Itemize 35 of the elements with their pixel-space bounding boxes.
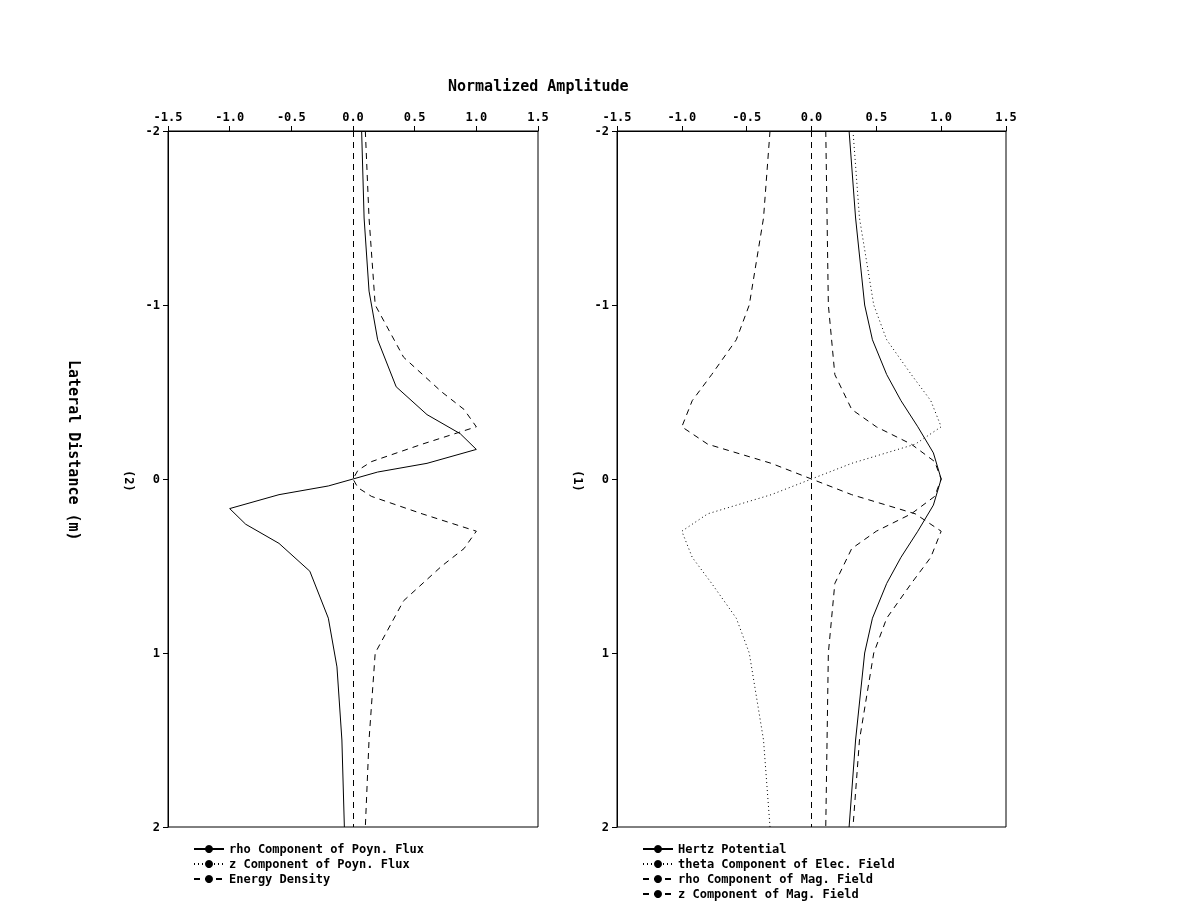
legend-label: theta Component of Elec. Field bbox=[678, 857, 895, 871]
legend-label: rho Component of Mag. Field bbox=[678, 872, 874, 886]
x-tick-label: -0.5 bbox=[732, 110, 762, 124]
y-tick-label: 0 bbox=[601, 472, 609, 486]
x-tick-label: -1.0 bbox=[667, 110, 697, 124]
legend-label: Hertz Potential bbox=[678, 842, 787, 856]
y-tick-label: -1 bbox=[145, 298, 160, 312]
x-tick-label: -1.5 bbox=[153, 110, 183, 124]
x-tick-label: 0.5 bbox=[865, 110, 888, 124]
y-tick-label: -1 bbox=[594, 298, 609, 312]
text: (1) bbox=[571, 470, 585, 492]
legend-label: rho Component of Poyn. Flux bbox=[229, 842, 425, 856]
x-tick-label: -0.5 bbox=[276, 110, 306, 124]
y-tick-label: -2 bbox=[145, 124, 160, 138]
y-axis-title: Lateral Distance (m) bbox=[64, 360, 83, 541]
legend-label: Energy Density bbox=[229, 872, 331, 886]
y-tick-label: 2 bbox=[152, 820, 160, 834]
x-tick-label: 1.5 bbox=[527, 110, 549, 124]
x-tick-label: 1.5 bbox=[995, 110, 1017, 124]
y-tick-label: 1 bbox=[601, 646, 609, 660]
x-tick-label: 0.0 bbox=[342, 110, 364, 124]
y-tick-label: 1 bbox=[152, 646, 160, 660]
x-tick-label: -1.5 bbox=[602, 110, 632, 124]
x-axis-title: Normalized Amplitude bbox=[448, 76, 629, 95]
legend-label: z Component of Poyn. Flux bbox=[229, 857, 410, 871]
x-tick-label: 0.0 bbox=[800, 110, 823, 124]
x-tick-label: -1.0 bbox=[215, 110, 245, 124]
y-tick-label: 0 bbox=[152, 472, 160, 486]
y-tick-label: 2 bbox=[601, 820, 609, 834]
x-tick-label: 1.0 bbox=[465, 110, 488, 124]
x-tick-label: 0.5 bbox=[403, 110, 426, 124]
legend-label: z Component of Mag. Field bbox=[678, 887, 859, 901]
y-tick-label: -2 bbox=[594, 124, 609, 138]
x-tick-label: 1.0 bbox=[930, 110, 953, 124]
text: (2) bbox=[122, 470, 136, 492]
